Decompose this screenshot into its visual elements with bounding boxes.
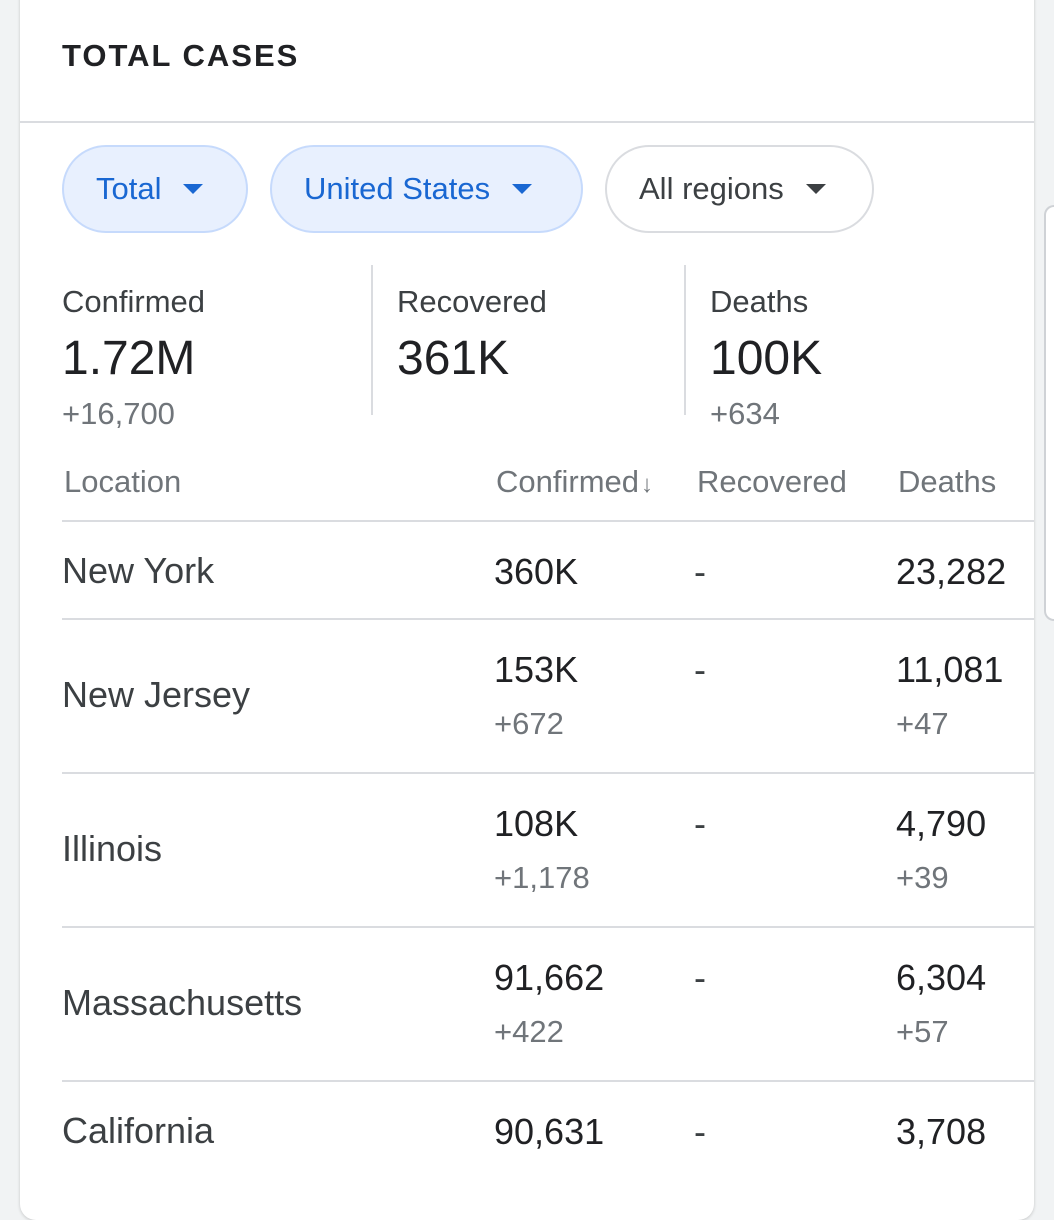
table-row[interactable]: Massachusetts 91,662 +422 - 6,304 +57 xyxy=(62,928,1034,1082)
header-confirmed-label: Confirmed xyxy=(496,464,639,499)
table-row[interactable]: Illinois 108K +1,178 - 4,790 +39 xyxy=(62,774,1034,928)
header-confirmed[interactable]: Confirmed↓ xyxy=(496,464,653,500)
summary-deaths-delta: +634 xyxy=(710,396,780,431)
row-deaths-value: 11,081 xyxy=(896,649,1004,690)
cases-table: Location Confirmed↓ Recovered Deaths New… xyxy=(62,452,1034,1202)
summary-recovered-label: Recovered xyxy=(397,284,547,319)
summary-deaths: Deaths 100K +634 xyxy=(710,280,822,436)
summary-recovered-value: 361K xyxy=(397,332,510,385)
row-recovered: - xyxy=(694,802,706,846)
title-divider xyxy=(20,121,1034,123)
summary-deaths-label: Deaths xyxy=(710,284,809,319)
summary-confirmed-delta: +16,700 xyxy=(62,396,175,431)
summary-recovered: Recovered 361K xyxy=(397,280,547,392)
row-recovered: - xyxy=(694,648,706,692)
region-filter-chip[interactable]: All regions xyxy=(605,145,874,233)
row-confirmed-value: 153K xyxy=(494,649,579,690)
row-confirmed-delta: +1,178 xyxy=(494,860,590,895)
row-deaths-delta: +47 xyxy=(896,706,949,741)
caret-down-icon xyxy=(805,184,826,194)
header-deaths[interactable]: Deaths xyxy=(898,464,997,499)
total-cases-card: TOTAL CASES Total United States All regi… xyxy=(20,0,1034,1220)
row-confirmed: 90,631 xyxy=(494,1110,604,1154)
row-deaths-value: 23,282 xyxy=(896,551,1007,592)
region-filter-label: All regions xyxy=(639,171,784,206)
row-confirmed-value: 90,631 xyxy=(494,1111,605,1152)
summary-deaths-value: 100K xyxy=(710,332,823,385)
summary-divider xyxy=(371,265,373,415)
row-location: New York xyxy=(62,550,215,591)
summary-divider xyxy=(684,265,686,415)
header-recovered[interactable]: Recovered xyxy=(697,464,847,499)
row-deaths: 4,790 +39 xyxy=(896,802,986,900)
header-location[interactable]: Location xyxy=(64,464,182,499)
row-deaths: 6,304 +57 xyxy=(896,956,986,1054)
row-location: Massachusetts xyxy=(62,982,303,1023)
caret-down-icon xyxy=(183,184,204,194)
row-deaths-value: 3,708 xyxy=(896,1111,987,1152)
row-location: Illinois xyxy=(62,828,163,869)
card-title: TOTAL CASES xyxy=(62,38,300,73)
row-deaths: 11,081 +47 xyxy=(896,648,1003,746)
row-recovered-value: - xyxy=(694,1111,706,1152)
row-recovered: - xyxy=(694,550,706,594)
row-deaths: 23,282 xyxy=(896,550,1006,594)
caret-down-icon xyxy=(512,184,533,194)
row-confirmed-delta: +672 xyxy=(494,706,564,741)
row-recovered-value: - xyxy=(694,551,706,592)
row-confirmed-value: 360K xyxy=(494,551,579,592)
row-location: New Jersey xyxy=(62,674,251,715)
row-location: California xyxy=(62,1110,215,1151)
table-row[interactable]: New Jersey 153K +672 - 11,081 +47 xyxy=(62,620,1034,774)
row-recovered-value: - xyxy=(694,649,706,690)
country-filter-label: United States xyxy=(304,171,491,206)
row-confirmed: 360K xyxy=(494,550,578,594)
row-confirmed-delta: +422 xyxy=(494,1014,564,1049)
row-deaths-value: 6,304 xyxy=(896,957,987,998)
arrow-down-icon: ↓ xyxy=(641,471,653,498)
row-recovered: - xyxy=(694,956,706,1000)
row-deaths-delta: +57 xyxy=(896,1014,949,1049)
row-confirmed: 153K +672 xyxy=(494,648,578,746)
country-filter-chip[interactable]: United States xyxy=(270,145,583,233)
row-confirmed-value: 91,662 xyxy=(494,957,605,998)
table-row[interactable]: New York 360K - 23,282 xyxy=(62,522,1034,620)
summary-confirmed-label: Confirmed xyxy=(62,284,205,319)
total-filter-label: Total xyxy=(96,171,162,206)
total-filter-chip[interactable]: Total xyxy=(62,145,248,233)
row-confirmed: 91,662 +422 xyxy=(494,956,604,1054)
table-header: Location Confirmed↓ Recovered Deaths xyxy=(62,452,1034,522)
scroll-edge-handle[interactable] xyxy=(1044,205,1054,621)
summary-confirmed-value: 1.72M xyxy=(62,332,196,385)
row-deaths-delta: +39 xyxy=(896,860,949,895)
row-deaths: 3,708 xyxy=(896,1110,986,1154)
row-recovered-value: - xyxy=(694,957,706,998)
row-deaths-value: 4,790 xyxy=(896,803,987,844)
row-confirmed-value: 108K xyxy=(494,803,579,844)
row-recovered-value: - xyxy=(694,803,706,844)
row-recovered: - xyxy=(694,1110,706,1154)
row-confirmed: 108K +1,178 xyxy=(494,802,590,900)
table-row[interactable]: California 90,631 - 3,708 xyxy=(62,1082,1034,1202)
summary-confirmed: Confirmed 1.72M +16,700 xyxy=(62,280,205,436)
